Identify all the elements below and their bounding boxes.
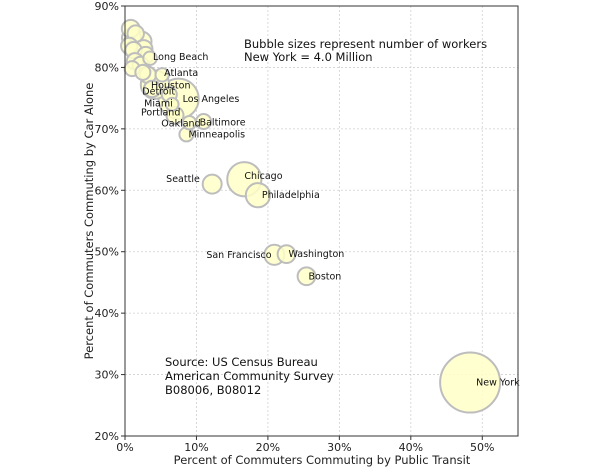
x-tick-label: 0% (116, 441, 133, 454)
bubble-unlabeled (142, 79, 162, 99)
bubble-new-york (439, 351, 502, 414)
source-line1: Source: US Census Bureau (165, 355, 318, 369)
label-san-francisco: San Francisco (206, 250, 271, 261)
bubble-boston (296, 266, 317, 287)
y-tick-label: 70% (95, 123, 119, 136)
x-tick-label: 50% (470, 441, 494, 454)
y-tick-label: 50% (95, 246, 119, 259)
y-tick-label: 80% (95, 61, 119, 74)
bubble-atlanta (154, 67, 170, 83)
plot-frame (124, 5, 519, 437)
label-baltimore: Baltimore (200, 117, 246, 128)
label-miami: Miami (144, 98, 173, 109)
bubble-seattle (201, 173, 223, 195)
label-houston: Houston (151, 81, 190, 92)
x-tick-label: 20% (256, 441, 280, 454)
label-chicago: Chicago (244, 171, 282, 182)
label-long-beach: Long Beach (153, 52, 208, 63)
x-tick-label: 40% (399, 441, 423, 454)
bubble-miami (164, 96, 180, 112)
x-axis-title: Percent of Commuters Commuting by Public… (174, 453, 471, 467)
label-philadelphia: Philadelphia (262, 190, 320, 201)
label-atlanta: Atlanta (164, 68, 198, 79)
bubble-philadelphia (244, 182, 271, 209)
y-tick-label: 20% (95, 430, 119, 443)
bubble-long-beach (142, 50, 158, 66)
y-tick-label: 90% (95, 0, 119, 13)
axis-ticks: 0% 10% 20% 30% 40% 50% 20% 30% 40% 50% 60% 70% 80% 90… (95, 0, 495, 454)
y-tick-label: 60% (95, 184, 119, 197)
x-tick-label: 10% (184, 441, 208, 454)
bubble-unlabeled (134, 63, 152, 81)
grid-lines (125, 6, 518, 436)
label-washington: Washington (288, 249, 344, 260)
label-portland: Portland (141, 107, 180, 118)
bubble-oakland (181, 115, 198, 131)
size-note-line2: New York = 4.0 Million (244, 50, 373, 64)
y-axis-title: Percent of Commuters Commuting by Car Al… (82, 83, 96, 360)
label-seattle: Seattle (166, 174, 200, 185)
label-oakland: Oakland (161, 119, 200, 130)
label-boston: Boston (308, 271, 341, 282)
x-tick-label: 30% (327, 441, 351, 454)
bubble-washington (276, 244, 297, 265)
y-tick-label: 40% (95, 307, 119, 320)
source-line3: B08006, B08012 (165, 383, 261, 397)
y-tick-label: 30% (95, 369, 119, 382)
label-los-angeles: Los Angeles (183, 94, 240, 105)
label-new-york: New York (476, 378, 520, 389)
size-note-line1: Bubble sizes represent number of workers (244, 37, 487, 51)
label-detroit: Detroit (142, 86, 175, 97)
source-line2: American Community Survey (165, 369, 334, 383)
label-minneapolis: Minneapolis (188, 129, 245, 140)
